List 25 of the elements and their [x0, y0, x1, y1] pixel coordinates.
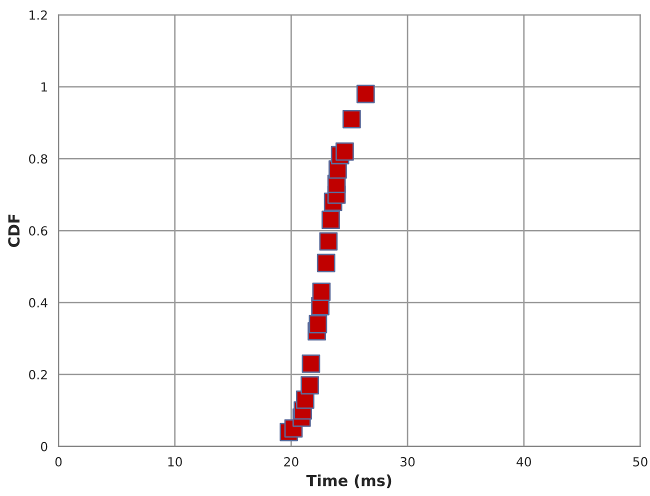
point — [302, 354, 320, 373]
y-tick-label: 0.2 — [29, 370, 47, 380]
point — [336, 142, 354, 161]
point — [300, 376, 320, 394]
x-tick-label: 40 — [516, 457, 532, 466]
x-tick-label: 20 — [284, 457, 298, 466]
point — [356, 84, 375, 104]
point — [342, 110, 361, 128]
x-tick-label: 50 — [633, 457, 648, 466]
x-axis-title: Time (ms) — [306, 474, 392, 488]
point — [316, 254, 336, 272]
y-tick-label: 0 — [40, 442, 48, 452]
x-tick-label: 10 — [168, 457, 182, 466]
point — [322, 210, 340, 230]
y-tick-label: 1.2 — [30, 10, 47, 20]
y-tick-label: 0.4 — [29, 298, 48, 308]
y-tick-label: 0.6 — [29, 226, 48, 236]
y-axis-title: CDF — [8, 214, 20, 248]
point — [319, 232, 338, 251]
point — [308, 314, 328, 334]
x-tick-label: 30 — [400, 457, 415, 466]
x-tick-label: 0 — [55, 457, 62, 466]
y-tick-label: 0.8 — [29, 154, 48, 164]
y-tick-label: 1 — [42, 82, 47, 92]
point — [312, 282, 331, 301]
